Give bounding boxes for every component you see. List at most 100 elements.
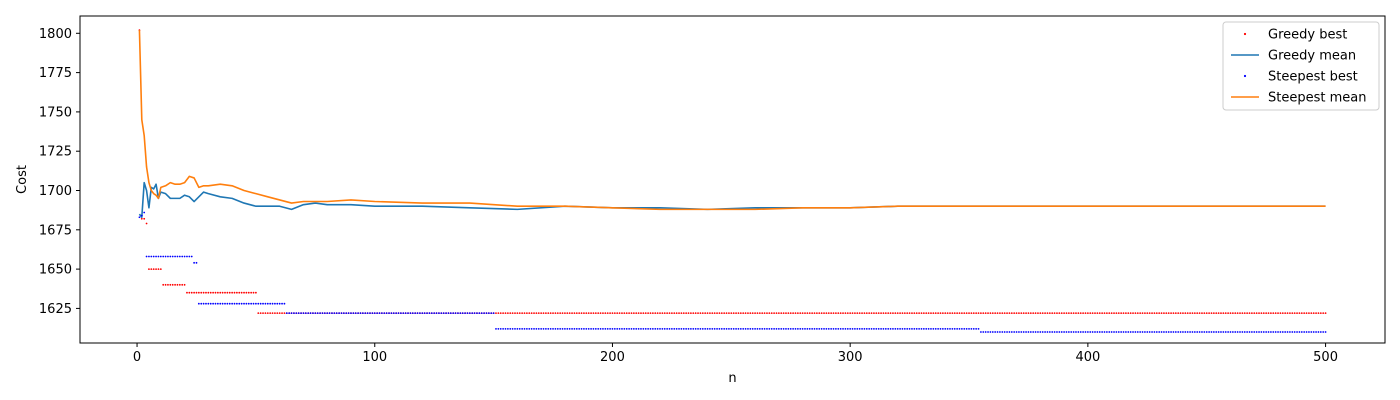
data-point — [692, 327, 695, 330]
data-point — [257, 312, 260, 315]
data-point — [516, 312, 519, 315]
data-point — [1148, 331, 1151, 333]
data-point — [414, 312, 417, 315]
data-point — [1101, 331, 1104, 333]
data-point — [1191, 312, 1194, 315]
data-point — [823, 312, 825, 315]
data-point — [604, 312, 607, 315]
data-point — [1179, 331, 1182, 333]
data-point — [540, 312, 543, 315]
data-point — [1032, 312, 1035, 315]
data-point — [863, 327, 866, 330]
data-point — [675, 312, 678, 315]
data-point — [554, 327, 557, 330]
data-point — [844, 327, 847, 330]
data-point — [207, 291, 210, 294]
data-point — [1182, 312, 1184, 315]
data-point — [602, 312, 604, 315]
data-point — [1210, 331, 1213, 333]
series-line — [138, 30, 1326, 211]
data-point — [1248, 312, 1251, 315]
data-point — [830, 312, 833, 315]
data-point — [487, 312, 490, 315]
data-point — [1165, 312, 1168, 315]
data-point — [518, 327, 521, 330]
data-point — [889, 327, 892, 330]
data-point — [140, 214, 143, 217]
data-point — [174, 283, 176, 286]
data-point — [1324, 331, 1327, 333]
data-point — [264, 312, 267, 315]
data-point — [849, 327, 852, 330]
data-point — [873, 312, 875, 315]
data-point — [212, 291, 215, 294]
data-point — [1253, 312, 1256, 315]
data-point — [728, 327, 730, 330]
data-point — [609, 327, 611, 330]
data-point — [823, 327, 825, 330]
data-point — [452, 312, 455, 315]
data-point — [571, 327, 573, 330]
data-point — [528, 327, 531, 330]
data-point — [216, 291, 219, 294]
data-point — [837, 327, 840, 330]
data-point — [169, 255, 172, 258]
data-point — [255, 291, 257, 294]
data-point — [854, 327, 856, 330]
data-point — [887, 312, 890, 315]
data-point — [656, 312, 659, 315]
data-point — [625, 312, 628, 315]
data-point — [433, 312, 436, 315]
y-tick-label: 1650 — [39, 263, 72, 278]
data-point — [799, 327, 802, 330]
data-point — [293, 312, 295, 315]
data-point — [637, 312, 640, 315]
data-point — [820, 327, 823, 330]
data-point — [283, 302, 286, 305]
data-point — [183, 283, 186, 286]
data-point — [597, 312, 600, 315]
data-point — [1020, 331, 1023, 333]
data-point — [789, 312, 792, 315]
data-point — [887, 327, 890, 330]
data-point — [1146, 312, 1149, 315]
y-tick-label: 1725 — [39, 145, 72, 160]
data-point — [844, 312, 847, 315]
data-point — [319, 312, 321, 315]
data-point — [1101, 312, 1104, 315]
data-point — [946, 327, 949, 330]
data-point — [953, 327, 956, 330]
data-point — [1056, 312, 1058, 315]
data-point — [1105, 331, 1108, 333]
data-point — [884, 312, 887, 315]
data-point — [1234, 312, 1237, 315]
data-point — [1082, 312, 1085, 315]
data-point — [877, 327, 880, 330]
data-point — [796, 327, 799, 330]
data-point — [999, 312, 1001, 315]
data-point — [623, 327, 626, 330]
data-point — [915, 327, 918, 330]
data-point — [528, 312, 531, 315]
data-point — [1072, 312, 1075, 315]
data-point — [699, 312, 702, 315]
data-point — [903, 327, 906, 330]
data-point — [1286, 331, 1289, 333]
data-point — [927, 312, 930, 315]
data-point — [618, 312, 621, 315]
data-point — [1217, 331, 1220, 333]
data-point — [987, 331, 989, 333]
data-point — [984, 331, 987, 333]
data-point — [854, 312, 856, 315]
data-point — [186, 291, 188, 294]
data-point — [670, 312, 673, 315]
data-point — [1189, 312, 1191, 315]
data-point — [654, 312, 657, 315]
data-point — [430, 312, 433, 315]
data-point — [278, 302, 281, 305]
data-point — [999, 331, 1001, 333]
data-point — [250, 291, 253, 294]
data-point — [402, 312, 405, 315]
data-point — [376, 312, 379, 315]
data-point — [1141, 331, 1144, 333]
